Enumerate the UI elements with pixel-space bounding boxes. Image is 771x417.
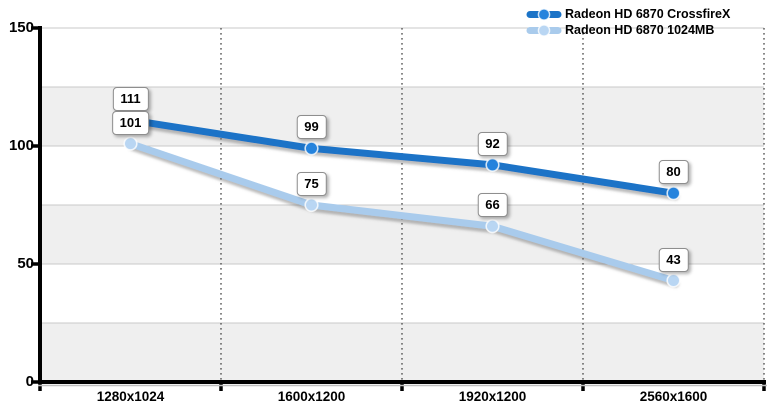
legend: Radeon HD 6870 CrossfireX Radeon HD 6870… [526,6,730,38]
legend-entry-crossfirex: Radeon HD 6870 CrossfireX [526,6,730,22]
legend-entry-1024mb: Radeon HD 6870 1024MB [526,22,730,38]
data-label: 80 [658,160,689,185]
data-label: 92 [477,131,508,156]
legend-marker-crossfirex-icon [526,7,562,21]
data-label: 101 [111,110,150,135]
legend-label: Radeon HD 6870 1024MB [565,23,715,37]
y-axis-label: 50 [17,255,34,272]
data-label: 111 [112,87,149,112]
y-axis-label: 0 [25,373,34,390]
data-label: 75 [296,172,327,196]
data-label: 43 [658,247,689,272]
x-axis-label: 1600x1200 [277,389,346,404]
x-axis-label: 2560x1600 [639,389,708,404]
x-axis-label: 1280x1024 [96,389,165,404]
x-axis-label: 1920x1200 [458,389,527,404]
data-label: 99 [296,115,327,140]
legend-label: Radeon HD 6870 CrossfireX [565,7,731,21]
data-label: 66 [477,193,508,218]
y-axis-label: 100 [8,137,34,154]
legend-marker-1024mb-icon [526,23,562,37]
y-axis-label: 150 [8,19,34,36]
